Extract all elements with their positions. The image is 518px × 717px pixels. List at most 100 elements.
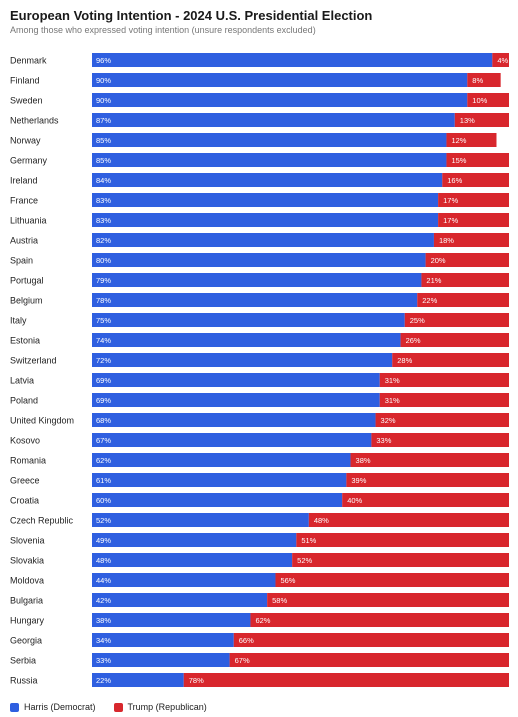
- data-label-trump-moldova: 56%: [280, 576, 295, 585]
- data-label-trump-sweden: 10%: [472, 96, 487, 105]
- legend-item-trump: Trump (Republican): [113, 702, 207, 712]
- data-label-harris-france: 83%: [96, 196, 111, 205]
- data-label-harris-slovenia: 49%: [96, 536, 111, 545]
- country-label-france: France: [10, 196, 38, 206]
- data-label-trump-poland: 31%: [385, 396, 400, 405]
- bar-harris-serbia: [92, 653, 230, 667]
- bar-harris-germany: [92, 153, 447, 167]
- data-label-harris-germany: 85%: [96, 156, 111, 165]
- country-label-ireland: Ireland: [10, 176, 38, 186]
- data-label-harris-finland: 90%: [96, 76, 111, 85]
- bar-trump-romania: [350, 453, 509, 467]
- bar-harris-france: [92, 193, 439, 207]
- legend-swatch-trump: [113, 702, 123, 712]
- bar-trump-lithuania: [438, 213, 509, 227]
- data-label-trump-ireland: 16%: [447, 176, 462, 185]
- data-label-harris-lithuania: 83%: [96, 216, 111, 225]
- country-label-switzerland: Switzerland: [10, 356, 57, 366]
- country-label-latvia: Latvia: [10, 376, 34, 386]
- bar-trump-finland: [467, 73, 501, 87]
- legend-item-harris: Harris (Democrat): [10, 702, 96, 712]
- country-label-greece: Greece: [10, 476, 40, 486]
- country-label-poland: Poland: [10, 396, 38, 406]
- bar-trump-italy: [404, 313, 509, 327]
- bar-trump-france: [438, 193, 509, 207]
- bar-trump-norway: [446, 133, 497, 147]
- data-label-trump-italy: 25%: [410, 316, 425, 325]
- data-label-harris-poland: 69%: [96, 396, 111, 405]
- data-label-harris-bulgaria: 42%: [96, 596, 111, 605]
- country-label-netherlands: Netherlands: [10, 116, 59, 126]
- data-label-trump-germany: 15%: [451, 156, 466, 165]
- data-label-trump-greece: 39%: [351, 476, 366, 485]
- data-label-trump-bulgaria: 58%: [272, 596, 287, 605]
- data-label-trump-denmark: 4%: [497, 56, 508, 65]
- data-label-harris-portugal: 79%: [96, 276, 111, 285]
- data-label-harris-belgium: 78%: [96, 296, 111, 305]
- country-label-moldova: Moldova: [10, 576, 44, 586]
- data-label-trump-france: 17%: [443, 196, 458, 205]
- country-label-austria: Austria: [10, 236, 38, 246]
- country-label-estonia: Estonia: [10, 336, 40, 346]
- bar-trump-ireland: [442, 173, 509, 187]
- bar-harris-denmark: [92, 53, 493, 67]
- country-label-georgia: Georgia: [10, 636, 42, 646]
- data-label-trump-united-kingdom: 32%: [381, 416, 396, 425]
- bar-trump-czech-republic: [308, 513, 509, 527]
- bar-trump-slovenia: [296, 533, 509, 547]
- legend-label-trump: Trump (Republican): [127, 702, 207, 712]
- bar-harris-kosovo: [92, 433, 372, 447]
- data-label-trump-belgium: 22%: [422, 296, 437, 305]
- bar-harris-lithuania: [92, 213, 439, 227]
- bar-trump-croatia: [342, 493, 509, 507]
- country-label-slovakia: Slovakia: [10, 556, 44, 566]
- bar-trump-kosovo: [371, 433, 509, 447]
- country-label-germany: Germany: [10, 156, 48, 166]
- data-label-trump-spain: 20%: [431, 256, 446, 265]
- bar-harris-croatia: [92, 493, 343, 507]
- bar-harris-moldova: [92, 573, 276, 587]
- country-label-serbia: Serbia: [10, 656, 36, 666]
- bar-trump-austria: [433, 233, 509, 247]
- data-label-trump-norway: 12%: [451, 136, 466, 145]
- data-label-trump-czech-republic: 48%: [314, 516, 329, 525]
- legend-label-harris: Harris (Democrat): [24, 702, 96, 712]
- country-label-czech-republic: Czech Republic: [10, 516, 74, 526]
- bar-harris-slovenia: [92, 533, 297, 547]
- country-label-sweden: Sweden: [10, 96, 43, 106]
- data-label-harris-austria: 82%: [96, 236, 111, 245]
- bar-harris-norway: [92, 133, 447, 147]
- bar-harris-sweden: [92, 93, 468, 107]
- bar-trump-belgium: [417, 293, 509, 307]
- bar-harris-belgium: [92, 293, 418, 307]
- legend-swatch-harris: [10, 702, 19, 712]
- bar-harris-netherlands: [92, 113, 455, 127]
- data-label-trump-croatia: 40%: [347, 496, 362, 505]
- bar-trump-switzerland: [392, 353, 509, 367]
- data-label-trump-russia: 78%: [189, 676, 204, 685]
- data-label-harris-moldova: 44%: [96, 576, 111, 585]
- bar-harris-czech-republic: [92, 513, 309, 527]
- bar-trump-serbia: [229, 653, 510, 667]
- bar-harris-estonia: [92, 333, 401, 347]
- data-label-harris-slovakia: 48%: [96, 556, 111, 565]
- data-label-trump-austria: 18%: [439, 236, 454, 245]
- data-label-harris-italy: 75%: [96, 316, 111, 325]
- country-label-romania: Romania: [10, 456, 46, 466]
- bar-harris-russia: [92, 673, 184, 687]
- bar-trump-latvia: [379, 373, 509, 387]
- data-label-harris-czech-republic: 52%: [96, 516, 111, 525]
- data-label-trump-romania: 38%: [356, 456, 371, 465]
- legend: Harris (Democrat) Trump (Republican): [10, 702, 225, 712]
- data-label-trump-serbia: 67%: [235, 656, 250, 665]
- data-label-harris-netherlands: 87%: [96, 116, 111, 125]
- bar-harris-hungary: [92, 613, 251, 627]
- bar-trump-hungary: [250, 613, 509, 627]
- data-label-harris-united-kingdom: 68%: [96, 416, 111, 425]
- bar-trump-russia: [183, 673, 510, 687]
- bar-trump-moldova: [275, 573, 509, 587]
- data-label-harris-ireland: 84%: [96, 176, 111, 185]
- country-label-norway: Norway: [10, 136, 41, 146]
- data-label-trump-slovakia: 52%: [297, 556, 312, 565]
- data-label-trump-estonia: 26%: [406, 336, 421, 345]
